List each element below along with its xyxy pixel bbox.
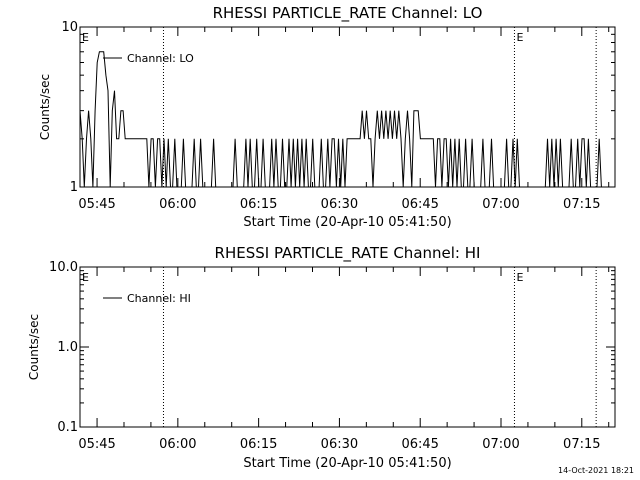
x-tick-label: 07:15 bbox=[563, 197, 600, 212]
event-marker-label: E bbox=[516, 271, 523, 284]
x-tick-label: 06:45 bbox=[401, 437, 438, 452]
y-axis-label: Counts/sec bbox=[38, 74, 52, 140]
event-marker-label: E bbox=[82, 271, 89, 284]
chart-panel-1: RHESSI PARTICLE_RATE Channel: HI 0.1 1.0 10… bbox=[27, 244, 616, 471]
x-tick-label: 06:30 bbox=[321, 197, 358, 212]
legend-label: Channel: LO bbox=[127, 52, 194, 65]
chart-title: RHESSI PARTICLE_RATE Channel: HI bbox=[215, 244, 481, 263]
event-marker-label: E bbox=[516, 31, 523, 44]
x-tick-label: 06:45 bbox=[401, 197, 438, 212]
x-tick-label: 05:45 bbox=[78, 197, 115, 212]
x-tick-label: 07:15 bbox=[563, 437, 600, 452]
x-tick-label: 06:15 bbox=[240, 197, 277, 212]
x-axis-label: Start Time (20-Apr-10 05:41:50) bbox=[243, 456, 451, 471]
x-tick-label: 06:30 bbox=[321, 437, 358, 452]
plot-frame bbox=[79, 266, 616, 428]
y-tick-label: 1.0 bbox=[57, 340, 78, 355]
y-axis-label: Counts/sec bbox=[27, 314, 41, 380]
x-tick-label: 06:15 bbox=[240, 437, 277, 452]
y-tick-label: 0.1 bbox=[57, 420, 78, 435]
event-marker-label: E bbox=[82, 31, 89, 44]
x-tick-label: 06:00 bbox=[159, 197, 196, 212]
chart-panel-0: RHESSI PARTICLE_RATE Channel: LO 1 10 05:45… bbox=[38, 4, 616, 230]
x-tick-label: 07:00 bbox=[482, 197, 519, 212]
x-tick-label: 07:00 bbox=[482, 437, 519, 452]
series-line bbox=[79, 51, 613, 188]
x-tick-label: 05:45 bbox=[78, 437, 115, 452]
generation-timestamp: 14-Oct-2021 18:21 bbox=[558, 466, 634, 475]
legend-label: Channel: HI bbox=[127, 292, 191, 305]
y-tick-label: 10 bbox=[61, 20, 78, 35]
y-tick-label: 10.0 bbox=[49, 260, 78, 275]
chart-title: RHESSI PARTICLE_RATE Channel: LO bbox=[213, 4, 483, 23]
plot-frame bbox=[79, 26, 616, 188]
x-axis-label: Start Time (20-Apr-10 05:41:50) bbox=[243, 215, 451, 230]
y-tick-label: 1 bbox=[70, 180, 78, 195]
x-tick-label: 06:00 bbox=[159, 437, 196, 452]
